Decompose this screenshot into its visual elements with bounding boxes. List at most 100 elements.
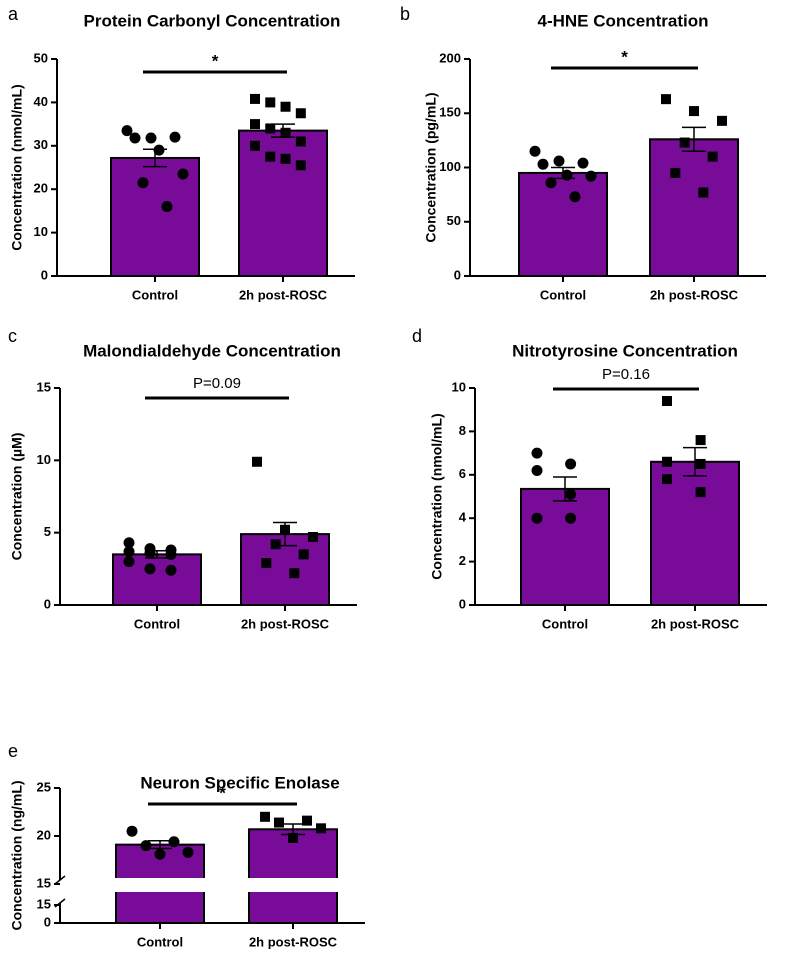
data-point (274, 817, 284, 828)
x-tick-label: Control (540, 287, 586, 302)
data-point (661, 94, 671, 105)
data-point (695, 487, 706, 498)
y-tick-label: 15 (37, 896, 51, 911)
data-point (280, 101, 291, 112)
data-point (121, 125, 133, 137)
y-tick-label: 50 (447, 213, 461, 228)
y-tick-label: 40 (34, 94, 48, 109)
data-point (670, 167, 681, 178)
data-point (182, 846, 194, 858)
bar (649, 138, 739, 277)
chart-title: Nitrotyrosine Concentration (512, 341, 738, 360)
y-tick-label: 0 (459, 596, 466, 611)
data-point (137, 177, 149, 189)
y-tick-label: 15 (37, 875, 51, 890)
y-tick-label: 5 (44, 524, 51, 539)
data-point (260, 811, 270, 822)
chart-title: 4-HNE Concentration (538, 11, 709, 30)
data-point (129, 132, 141, 144)
x-tick-label: Control (134, 616, 180, 631)
y-tick-label: 30 (34, 137, 48, 152)
y-tick-label: 6 (459, 466, 466, 481)
data-point (270, 539, 281, 550)
y-axis-label: Concentration (nmol/mL) (9, 84, 25, 250)
data-point (123, 556, 135, 568)
data-point (695, 458, 706, 469)
data-point (261, 558, 272, 569)
data-point (577, 157, 589, 169)
y-axis-label: Concentration (nmol/mL) (429, 413, 445, 579)
data-point (662, 474, 672, 485)
data-point (308, 532, 318, 543)
x-tick-label: 2h post-ROSC (249, 934, 338, 949)
data-point (145, 132, 157, 144)
data-point (265, 123, 276, 134)
y-tick-label: 20 (37, 827, 51, 842)
data-point (295, 160, 306, 171)
x-tick-label: 2h post-ROSC (241, 616, 330, 631)
data-point (698, 187, 709, 198)
data-point (585, 170, 597, 182)
data-point (126, 825, 138, 837)
data-point (295, 108, 306, 119)
data-point (553, 155, 565, 167)
y-axis-label: Concentration (pg/mL) (423, 92, 439, 242)
data-point (250, 119, 260, 130)
data-point (561, 169, 573, 181)
data-point (689, 106, 699, 117)
data-point (531, 464, 543, 476)
data-point (679, 137, 690, 148)
y-tick-label: 8 (459, 423, 466, 438)
data-point (265, 97, 276, 108)
data-point (717, 115, 727, 126)
data-point (662, 456, 672, 467)
data-point (265, 151, 276, 162)
y-tick-label: 25 (37, 779, 51, 794)
data-point (565, 512, 577, 524)
data-point (298, 549, 309, 560)
bar (238, 129, 328, 277)
data-point (252, 456, 262, 467)
y-tick-label: 20 (34, 181, 48, 196)
data-point (168, 836, 180, 848)
data-point (154, 848, 166, 860)
break-mark (54, 875, 66, 885)
data-point (316, 823, 326, 834)
bar (650, 460, 740, 606)
x-tick-label: 2h post-ROSC (651, 616, 740, 631)
data-point (153, 144, 165, 156)
x-tick-label: 2h post-ROSC (239, 287, 328, 302)
x-tick-label: Control (137, 934, 183, 949)
x-tick-label: 2h post-ROSC (650, 287, 739, 302)
data-point (250, 93, 260, 104)
data-point (144, 547, 156, 559)
y-tick-label: 0 (44, 914, 51, 929)
panel-letter: d (412, 326, 422, 346)
panel-letter: a (8, 4, 19, 24)
data-point (302, 815, 312, 826)
bar (248, 828, 338, 925)
x-tick-label: Control (132, 287, 178, 302)
panel-letter: b (400, 4, 410, 24)
data-point (545, 177, 557, 189)
data-point (165, 564, 177, 576)
data-point (529, 145, 541, 157)
chart-title: Malondialdehyde Concentration (83, 341, 341, 360)
data-point (295, 136, 306, 147)
data-point (695, 435, 706, 446)
bar (518, 171, 608, 277)
bar (520, 487, 610, 606)
y-tick-label: 150 (439, 105, 461, 120)
data-point (177, 168, 189, 180)
annotation: * (219, 783, 226, 802)
data-point (161, 201, 173, 213)
y-tick-label: 0 (44, 596, 51, 611)
annotation: * (621, 47, 628, 66)
y-tick-label: 15 (37, 379, 51, 394)
annotation: * (212, 51, 219, 70)
data-point (531, 512, 543, 524)
data-point (123, 537, 135, 549)
y-tick-label: 0 (41, 267, 48, 282)
y-tick-label: 10 (452, 379, 466, 394)
